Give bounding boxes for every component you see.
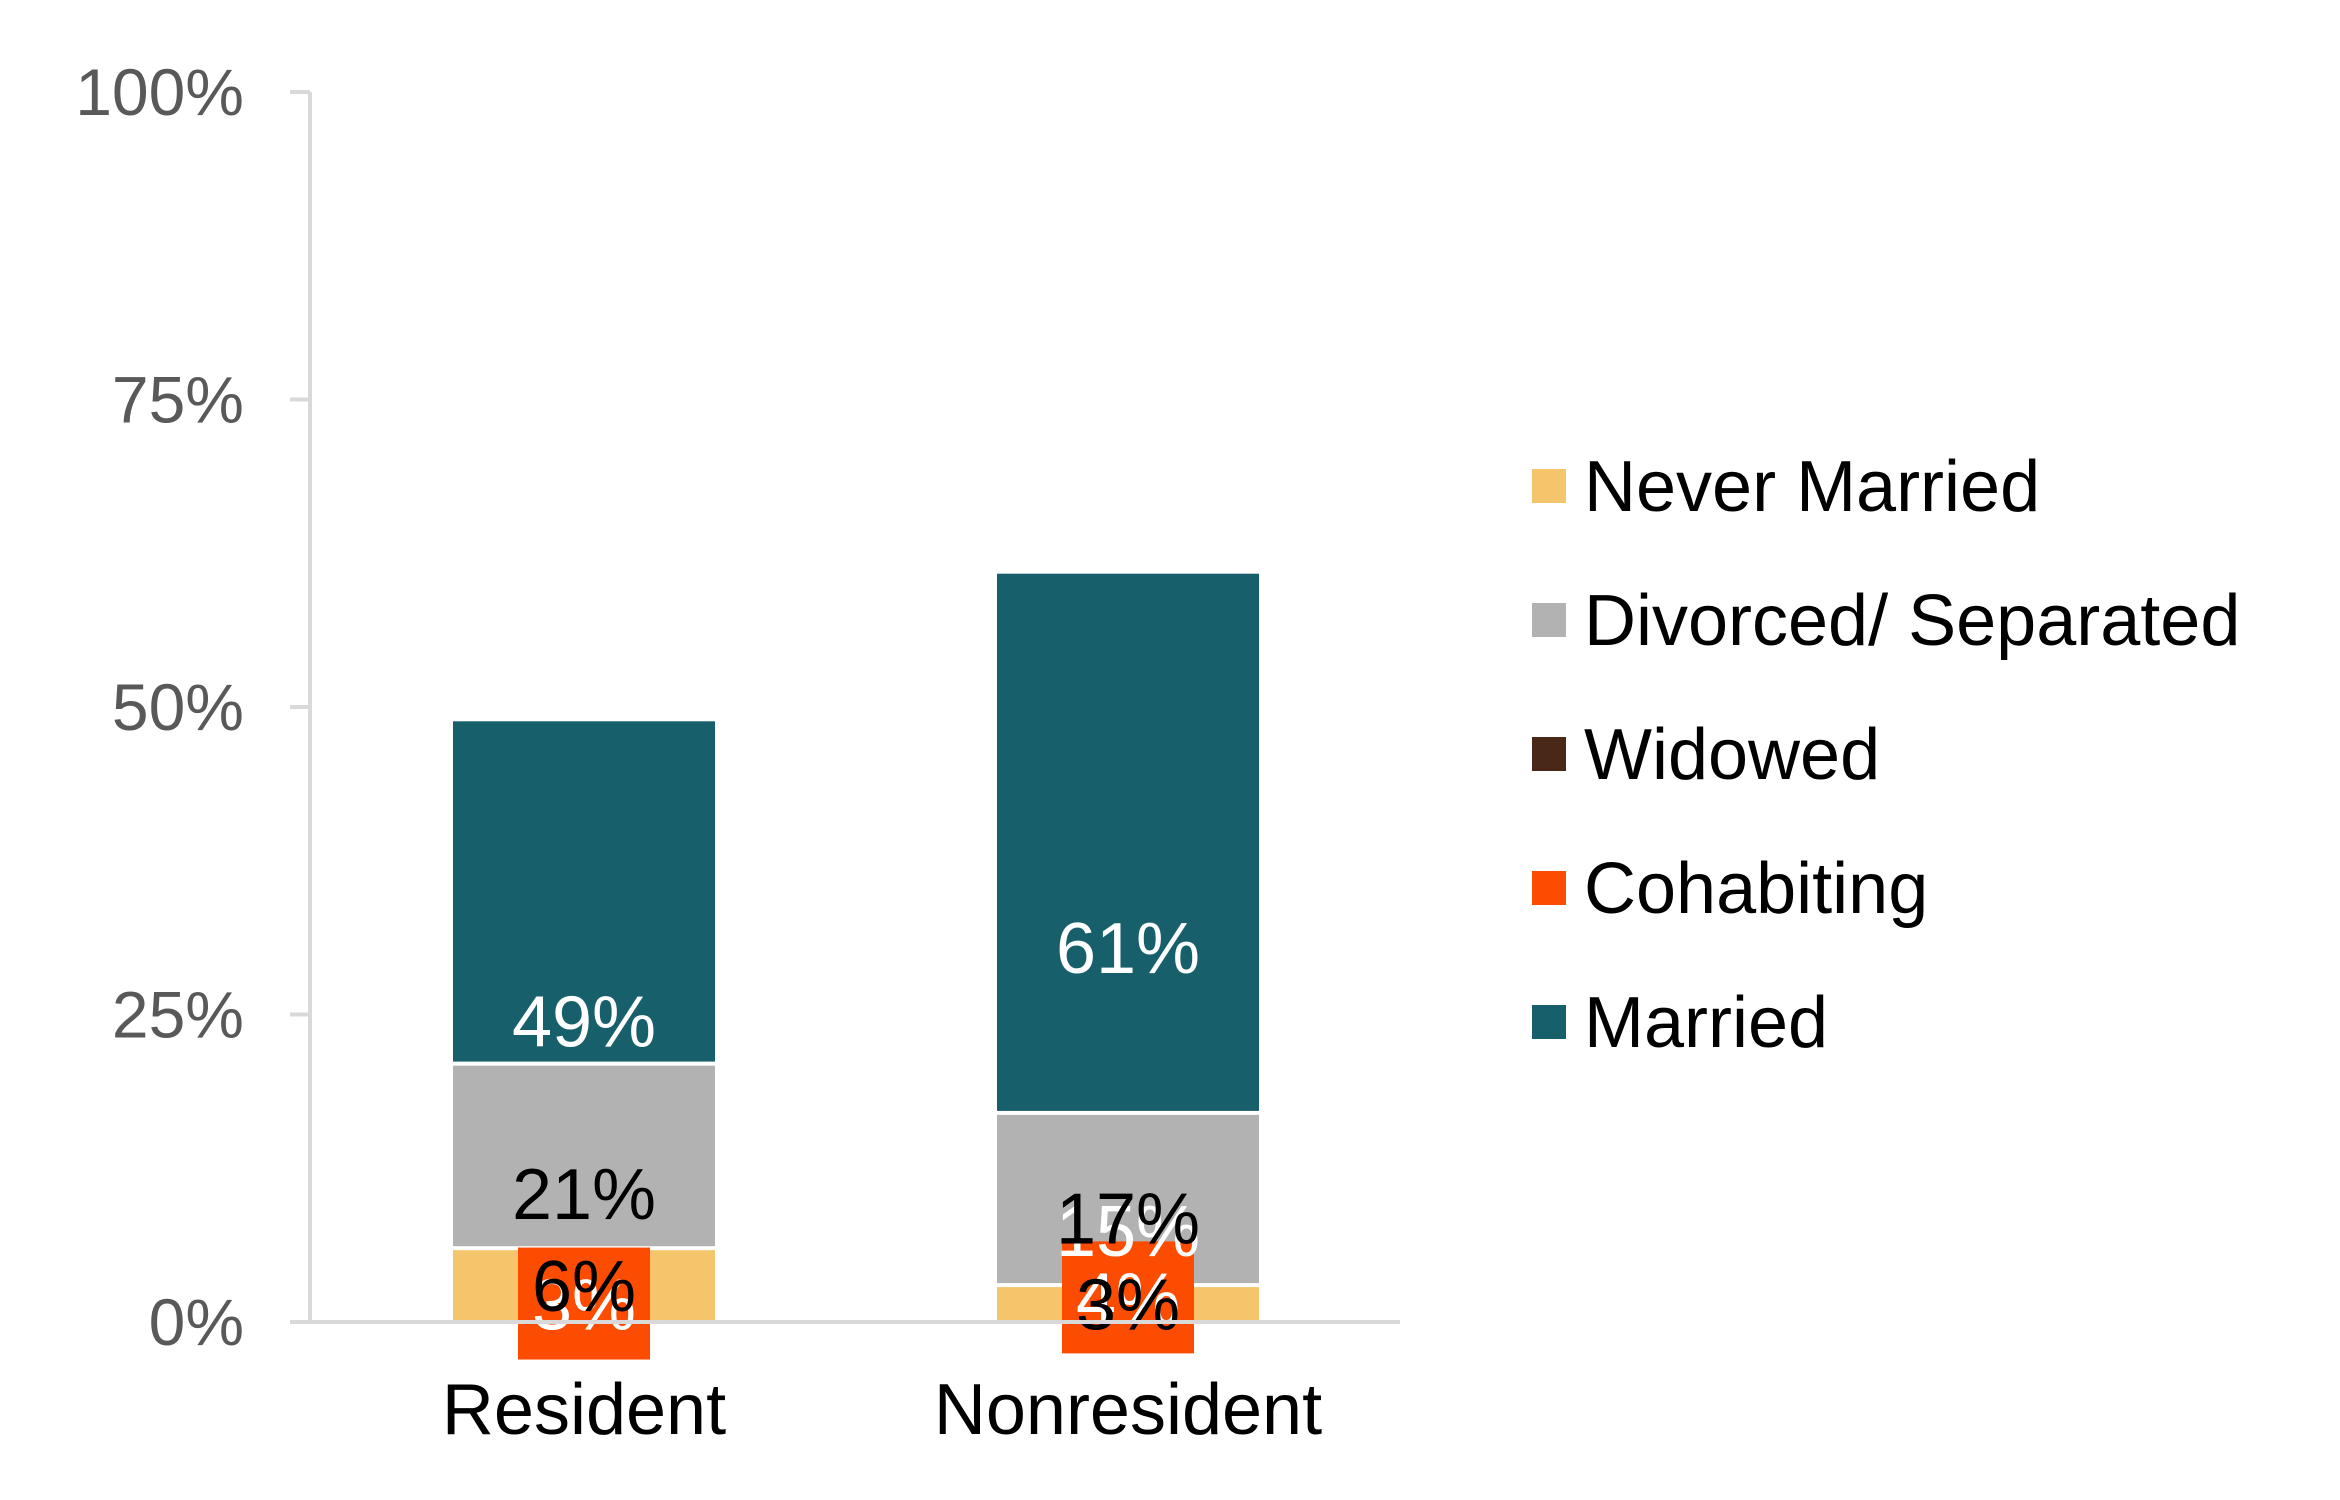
x-axis: Resident Nonresident — [310, 1320, 1400, 1450]
legend-swatch — [1532, 871, 1566, 905]
legend-label: Never Married — [1584, 447, 2040, 527]
y-tick-label: 75% — [112, 363, 244, 437]
segment-label: 21% — [512, 1155, 656, 1235]
y-tick-label: 25% — [112, 978, 244, 1052]
x-category-label: Nonresident — [934, 1370, 1322, 1450]
legend-swatch — [1532, 1005, 1566, 1039]
legend-swatch — [1532, 469, 1566, 503]
y-tick-label: 0% — [149, 1285, 244, 1359]
legend-label: Widowed — [1584, 715, 1880, 795]
segment-label: 21% — [512, 1155, 656, 1235]
segment-labels: 49%3%21%21%6%61%4%15%17%3% — [512, 909, 1200, 1360]
segment-label-box — [1062, 1241, 1194, 1354]
segment-label: 3% — [532, 1266, 636, 1346]
segment-label: 17% — [1056, 1179, 1200, 1259]
segment-label: 3% — [1076, 1266, 1180, 1346]
y-axis: 0% 25% 50% 75% 100% — [75, 55, 312, 1359]
segment-label: 4% — [1076, 1259, 1180, 1339]
legend-item: Divorced/ Separated — [1532, 581, 2240, 661]
segment-label: 15% — [1056, 1192, 1200, 1272]
legend: Never Married Divorced/ Separated Widowed C… — [1532, 447, 2240, 1063]
segment-label: 61% — [1056, 909, 1200, 989]
segment-label-box — [518, 1247, 650, 1360]
legend-label: Divorced/ Separated — [1584, 581, 2240, 661]
legend-label: Married — [1584, 983, 1828, 1063]
legend-item: Cohabiting — [1532, 849, 1928, 929]
y-tick-label: 50% — [112, 670, 244, 744]
y-tick-label: 100% — [75, 55, 244, 129]
legend-item: Widowed — [1532, 715, 1880, 795]
legend-item: Never Married — [1532, 447, 2040, 527]
segment-label: 6% — [532, 1247, 636, 1327]
legend-label: Cohabiting — [1584, 849, 1928, 929]
legend-swatch — [1532, 603, 1566, 637]
bars — [449, 569, 1263, 1325]
legend-swatch — [1532, 737, 1566, 771]
segment-label: 49% — [512, 983, 656, 1063]
legend-item: Married — [1532, 983, 1828, 1063]
x-category-label: Resident — [442, 1370, 726, 1450]
